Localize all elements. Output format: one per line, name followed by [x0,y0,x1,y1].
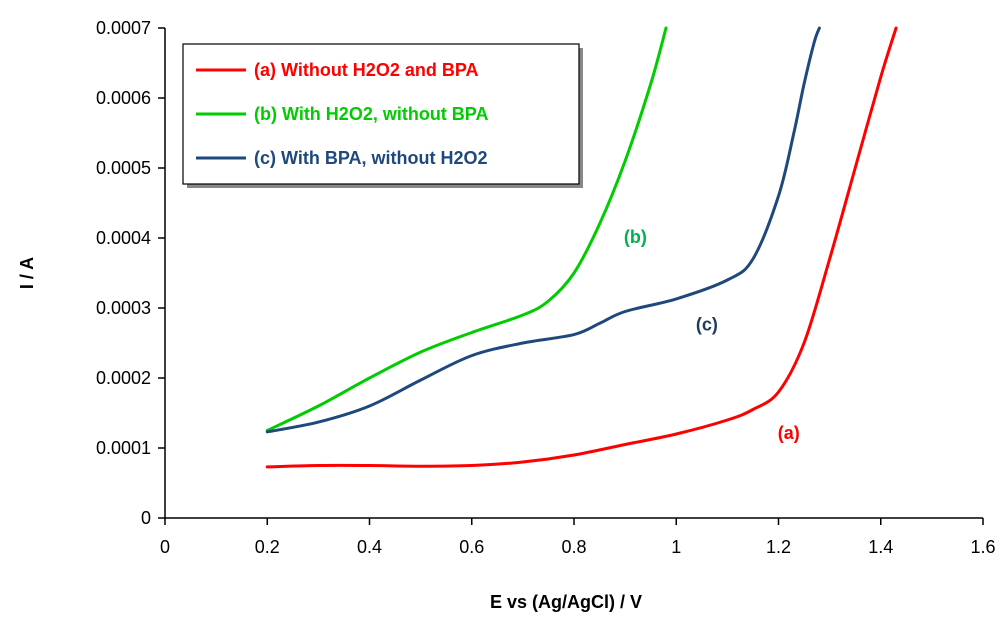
y-tick-label: 0.0007 [96,18,151,38]
series-lines [265,26,898,469]
annotation-label: (a) [778,423,800,443]
x-tick-label: 1.2 [766,537,791,557]
y-tick-label: 0.0004 [96,228,151,248]
x-tick-label: 1 [671,537,681,557]
y-tick-label: 0.0006 [96,88,151,108]
y-tick-label: 0.0001 [96,438,151,458]
y-tick-label: 0.0005 [96,158,151,178]
x-tick-label: 1.6 [970,537,995,557]
annotation-label: (c) [696,314,718,334]
legend: (a) Without H2O2 and BPA (b) With H2O2, w… [182,43,583,188]
x-tick-label: 0.8 [561,537,586,557]
y-axis-title: I / A [17,257,37,289]
x-tick-label: 0 [160,537,170,557]
x-tick-label: 0.2 [255,537,280,557]
y-tick-group: 0 0.0001 0.0002 0.0003 0.0004 0.0005 0.0006 0.0… [96,18,165,528]
legend-label: (a) Without H2O2 and BPA [254,60,479,80]
legend-label: (b) With H2O2, without BPA [254,104,488,124]
annotation-label: (b) [624,227,647,247]
series-line-c [265,26,821,434]
x-axis-title: E vs (Ag/AgCl) / V [490,592,642,612]
x-tick-label: 0.4 [357,537,382,557]
x-tick-label: 1.4 [868,537,893,557]
series-line-a [265,26,898,469]
annotation-group: (a) (b) (c) [624,227,800,443]
y-tick-label: 0.0002 [96,368,151,388]
series-line-b [265,26,668,432]
x-tick-group: 0 0.2 0.4 0.6 0.8 1 1.2 1.4 1.6 [160,518,996,557]
y-tick-label: 0 [141,508,151,528]
x-tick-label: 0.6 [459,537,484,557]
legend-box [182,43,580,185]
y-tick-label: 0.0003 [96,298,151,318]
legend-items: (a) Without H2O2 and BPA (b) With H2O2, w… [196,60,488,168]
legend-label: (c) With BPA, without H2O2 [254,148,488,168]
